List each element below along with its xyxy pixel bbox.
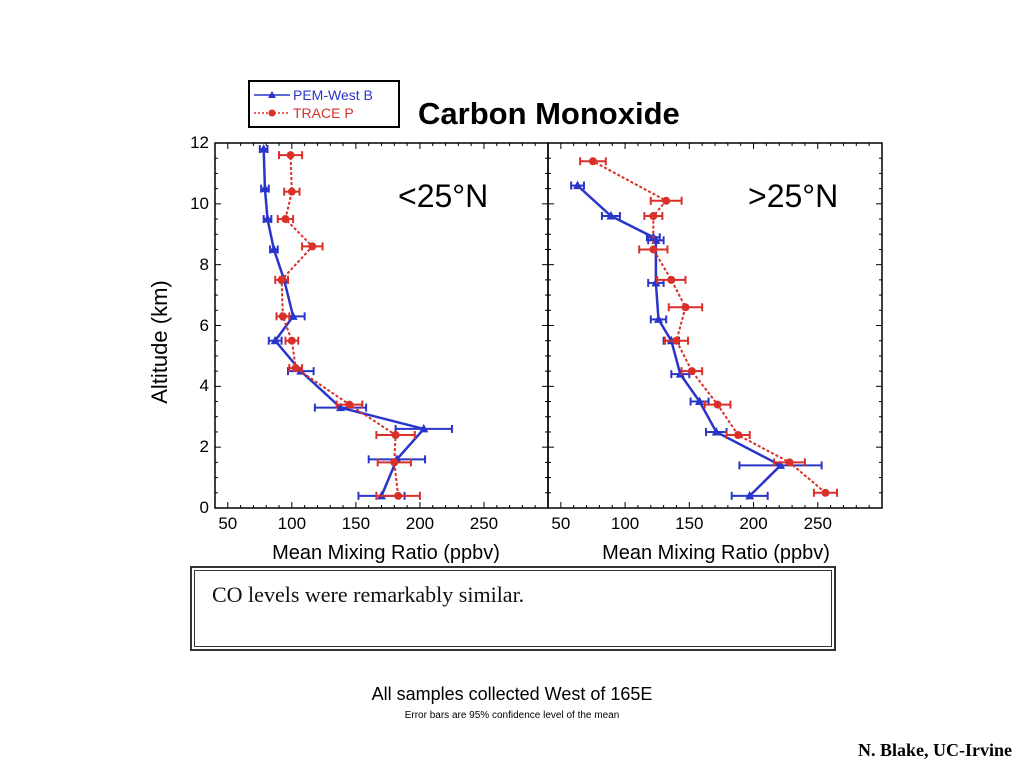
legend-swatch-pem-west-b: [254, 91, 290, 98]
data-point-pem-west-b: [270, 335, 280, 345]
x-axis-label-left: Mean Mixing Ratio (ppbv): [272, 542, 500, 564]
x-tick-label: 100: [277, 514, 307, 533]
x-tick-label: 150: [675, 514, 704, 533]
x-tick-label: 150: [341, 514, 371, 533]
legend-item-trace-p: TRACE P: [254, 104, 354, 122]
chart-legend: PEM-West B TRACE P: [248, 80, 400, 128]
data-point-trace-p: [291, 364, 300, 373]
data-point-pem-west-b: [260, 183, 270, 193]
x-tick-label: 250: [469, 514, 499, 533]
data-point-pem-west-b: [336, 402, 346, 412]
x-axis-label-right: Mean Mixing Ratio (ppbv): [602, 542, 830, 564]
data-point-trace-p: [734, 431, 743, 439]
data-point-trace-p: [687, 367, 696, 376]
y-tick-label: 8: [199, 254, 209, 274]
data-point-trace-p: [277, 275, 286, 284]
data-point-pem-west-b: [653, 314, 663, 323]
data-point-pem-west-b: [288, 311, 298, 320]
data-point-trace-p: [278, 312, 287, 321]
data-point-trace-p: [390, 458, 399, 467]
data-point-pem-west-b: [651, 277, 661, 287]
data-point-trace-p: [649, 212, 658, 220]
data-point-pem-west-b: [745, 490, 755, 500]
series-line-pem-west-b: [262, 149, 427, 497]
data-point-trace-p: [394, 491, 403, 500]
data-point-trace-p: [681, 303, 690, 312]
panel-label-south: <25°N: [398, 178, 489, 214]
note-text: CO levels were remarkably similar.: [212, 582, 525, 607]
legend-label-trace-p: TRACE P: [293, 105, 354, 121]
data-point-trace-p: [662, 196, 671, 205]
data-point-trace-p: [281, 215, 290, 224]
data-point-pem-west-b: [675, 369, 685, 378]
data-point-trace-p: [713, 400, 722, 409]
data-point-trace-p: [287, 187, 296, 196]
series-line-trace-p: [280, 155, 400, 496]
legend-item-pem-west-b: PEM-West B: [254, 86, 373, 104]
footer-main-text: All samples collected West of 165E: [371, 684, 653, 704]
data-point-pem-west-b: [776, 460, 786, 469]
data-point-trace-p: [821, 488, 830, 497]
data-point-pem-west-b: [573, 180, 583, 190]
data-point-trace-p: [391, 431, 400, 439]
y-tick-label: 12: [190, 133, 209, 152]
data-point-trace-p: [345, 400, 354, 409]
y-tick-label: 0: [199, 498, 209, 517]
footer-sub-text: Error bars are 95% confidence level of t…: [404, 710, 620, 721]
x-tick-label: 250: [803, 514, 832, 533]
data-point-trace-p: [287, 336, 296, 345]
data-point-pem-west-b: [263, 214, 273, 223]
y-axis-label: Altitude (km): [147, 280, 172, 404]
data-point-trace-p: [672, 336, 681, 345]
x-tick-label: 50: [218, 514, 238, 533]
data-point-trace-p: [308, 242, 317, 251]
data-point-pem-west-b: [419, 423, 429, 433]
data-point-pem-west-b: [259, 144, 269, 153]
data-point-trace-p: [286, 151, 295, 160]
legend-label-pem-west-b: PEM-West B: [293, 87, 373, 103]
panel-label-north: >25°N: [748, 178, 839, 214]
data-point-trace-p: [588, 157, 597, 166]
y-tick-label: 6: [199, 315, 209, 335]
legend-swatch-trace-p: [254, 109, 290, 117]
credit-text: N. Blake, UC-Irvine: [858, 740, 1012, 760]
x-tick-label: 50: [551, 514, 571, 533]
note-box: CO levels were remarkably similar.: [190, 566, 836, 651]
data-point-trace-p: [667, 275, 676, 284]
x-tick-label: 200: [739, 514, 768, 533]
data-point-pem-west-b: [269, 244, 279, 253]
x-tick-label: 200: [405, 514, 435, 533]
data-point-trace-p: [649, 245, 658, 254]
y-tick-label: 2: [199, 437, 209, 457]
data-point-pem-west-b: [711, 426, 721, 436]
data-point-pem-west-b: [695, 396, 705, 406]
x-tick-label: 100: [610, 514, 640, 533]
y-tick-label: 4: [199, 376, 209, 396]
chart-title: Carbon Monoxide: [418, 96, 680, 131]
data-point-trace-p: [785, 458, 794, 467]
data-point-pem-west-b: [606, 211, 616, 220]
y-tick-label: 10: [190, 193, 209, 213]
